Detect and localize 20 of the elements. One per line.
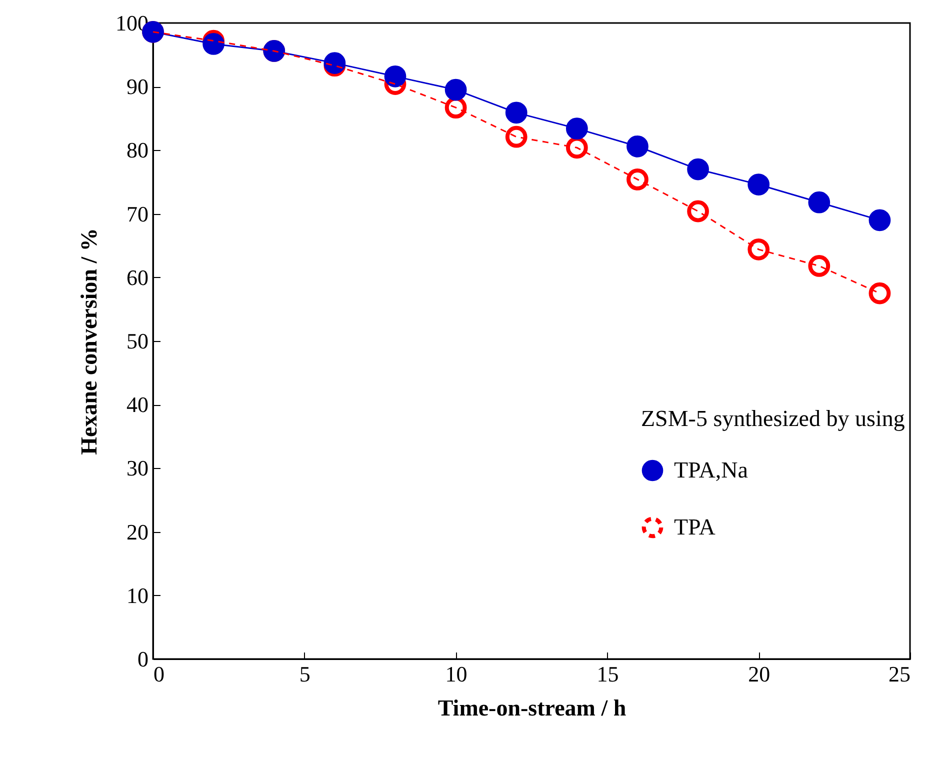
y-tick-label: 10 [126,582,148,608]
y-tick-label: 90 [126,74,148,100]
x-axis-title: Time-on-stream / h [438,696,626,720]
y-tick-label: 40 [126,392,148,418]
x-tick-label: 20 [748,662,770,686]
y-tick-label: 50 [126,328,148,354]
y-tick-label: 80 [126,138,148,163]
legend-label: TPA [674,514,716,540]
y-tick-label: 60 [126,264,148,290]
x-tick-label: 15 [596,662,619,686]
x-tick-label: 5 [299,662,310,686]
y-tick-label: 70 [126,201,148,226]
y-axis-title: Hexane conversion / % [76,228,102,455]
legend-label: TPA,Na [674,458,748,482]
legend-title: ZSM-5 synthesized by using [641,406,906,431]
x-tick-label: 0 [154,662,164,686]
y-tick-label: 30 [126,456,148,481]
y-tick-label: 20 [126,519,148,544]
x-tick-label: 25 [888,662,910,686]
x-tick-label: 10 [445,662,468,686]
